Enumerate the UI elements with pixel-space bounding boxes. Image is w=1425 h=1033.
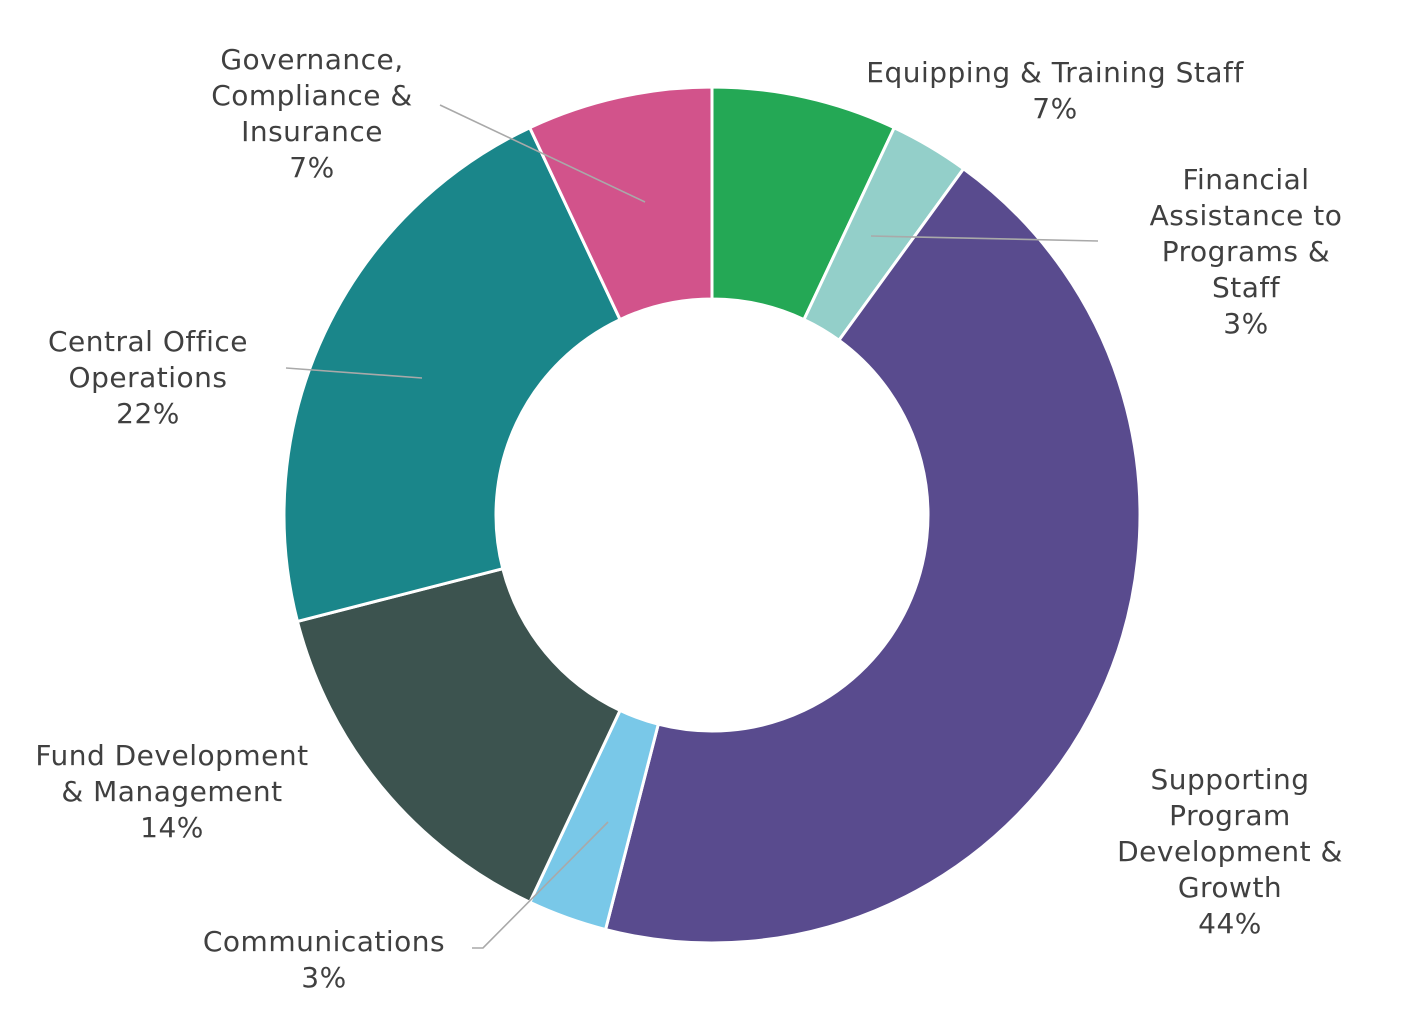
slice-value-label: 3%	[1223, 307, 1268, 340]
slice-name-line: Financial	[1182, 163, 1309, 196]
slice-value-label: 14%	[140, 811, 204, 844]
slice-label-financial-assistance-to-programs-staff: Financial Assistance to Programs & Staff 3%	[1150, 163, 1343, 340]
slice-central-office-operations	[282, 125, 623, 624]
slice-name-line: Staff	[1212, 271, 1281, 304]
slice-label-communications: Communications 3%	[203, 925, 445, 994]
slice-name-line: Governance,	[220, 43, 403, 76]
slice-value-label: 22%	[116, 397, 180, 430]
labels-group: Equipping & Training Staff 7%Financial Ass…	[35, 43, 1342, 994]
slice-name-line: & Management	[61, 775, 282, 808]
slice-label-supporting-program-development-growth: Supporting Program Development & Growth 44%	[1117, 763, 1343, 940]
slice-name-line: Development &	[1117, 835, 1343, 868]
slice-name-line: Equipping & Training Staff	[866, 56, 1244, 89]
slice-label-fund-development-management: Fund Development & Management 14%	[35, 739, 308, 844]
slice-name-line: Compliance &	[211, 79, 413, 112]
slice-value-label: 7%	[289, 151, 334, 184]
slice-name-line: Operations	[69, 361, 228, 394]
slice-name-line: Programs &	[1162, 235, 1330, 268]
slice-fund-development-management	[295, 566, 623, 905]
slice-governance-compliance-insurance	[527, 85, 714, 322]
slice-value-label: 3%	[301, 961, 346, 994]
slice-name-line: Program	[1169, 799, 1291, 832]
slice-supporting-program-development-growth	[603, 166, 1142, 945]
slice-name-line: Assistance to	[1150, 199, 1343, 232]
slice-name-line: Fund Development	[35, 739, 308, 772]
leader-line-central-office-operations	[285, 367, 423, 379]
slice-value-label: 44%	[1198, 907, 1262, 940]
slice-name-line: Insurance	[241, 115, 383, 148]
slice-name-line: Supporting	[1151, 763, 1310, 796]
slices-group	[282, 85, 1142, 945]
slice-label-governance-compliance-insurance: Governance, Compliance & Insurance 7%	[211, 43, 413, 184]
slice-name-line: Communications	[203, 925, 445, 958]
slice-label-equipping-training-staff: Equipping & Training Staff 7%	[866, 56, 1244, 125]
slice-name-line: Central Office	[48, 325, 248, 358]
slice-value-label: 7%	[1032, 92, 1077, 125]
leader-line-communications	[472, 821, 609, 949]
leader-line-governance-compliance-insurance	[439, 104, 646, 203]
leader-line-financial-assistance-to-programs-staff	[870, 235, 1099, 242]
slice-name-line: Growth	[1178, 871, 1282, 904]
slice-label-central-office-operations: Central Office Operations 22%	[48, 325, 248, 430]
leader-lines-group	[285, 104, 1099, 949]
